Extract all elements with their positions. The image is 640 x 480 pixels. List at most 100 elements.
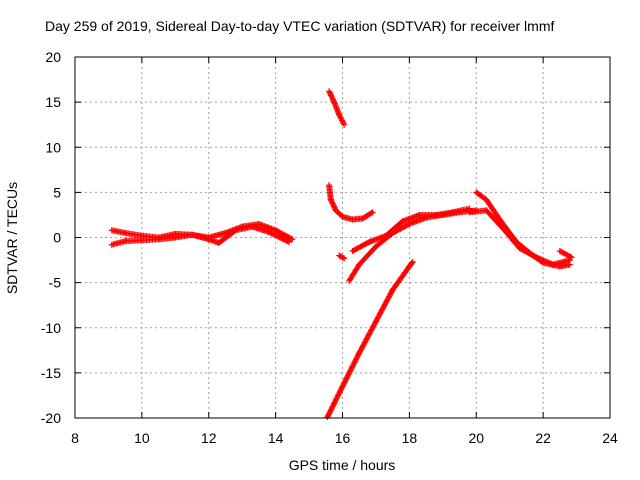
data-point — [284, 238, 291, 245]
data-point — [351, 359, 358, 366]
data-point — [327, 196, 334, 203]
data-point — [353, 355, 360, 362]
data-point — [380, 303, 387, 310]
data-point — [547, 260, 554, 267]
data-point — [367, 328, 374, 335]
data-point — [384, 297, 391, 304]
data-point — [368, 327, 375, 334]
data-point — [339, 254, 346, 261]
data-point — [409, 258, 416, 265]
data-point — [327, 407, 334, 414]
data-point — [348, 366, 355, 373]
series-track-7 — [349, 205, 473, 255]
chart-title: Day 259 of 2019, Sidereal Day-to-day VTE… — [45, 18, 554, 34]
x-tick-label: 10 — [134, 430, 150, 446]
y-tick-label: 20 — [45, 49, 61, 65]
data-point — [545, 259, 552, 266]
data-point — [405, 221, 412, 228]
data-point — [281, 237, 288, 244]
data-point — [344, 372, 351, 379]
data-point — [363, 335, 370, 342]
data-point — [364, 334, 371, 341]
data-point — [365, 332, 372, 339]
y-tick-label: -20 — [41, 410, 61, 426]
data-point — [279, 235, 286, 242]
data-point — [334, 392, 341, 399]
data-point — [329, 200, 336, 207]
x-tick-label: 20 — [468, 430, 484, 446]
data-point — [372, 318, 379, 325]
data-point — [543, 258, 550, 265]
x-tick-labels: 8 10 12 14 16 18 20 22 24 — [71, 430, 618, 446]
data-point — [330, 203, 337, 210]
data-point — [534, 254, 541, 261]
data-point — [363, 336, 370, 343]
data-point — [379, 306, 386, 313]
data-point — [375, 314, 382, 321]
y-tick-label: -10 — [41, 320, 61, 336]
data-point — [273, 233, 280, 240]
data-point — [384, 296, 391, 303]
series-track-10 — [466, 207, 573, 268]
data-point — [326, 410, 333, 417]
data-point — [340, 382, 347, 389]
data-point — [347, 367, 354, 374]
data-point — [327, 91, 334, 98]
data-point — [541, 257, 548, 264]
data-point — [343, 375, 350, 382]
data-point — [340, 380, 347, 387]
data-point — [339, 383, 346, 390]
data-point — [378, 307, 385, 314]
data-point — [379, 305, 386, 312]
data-point — [335, 391, 342, 398]
data-point — [280, 236, 287, 243]
data-point — [327, 408, 334, 415]
data-point — [338, 386, 345, 393]
data-point — [365, 331, 372, 338]
y-tick-label: 15 — [45, 94, 61, 110]
y-tick-label: -15 — [41, 365, 61, 381]
data-point — [330, 202, 337, 209]
data-point — [361, 340, 368, 347]
series-track-11 — [556, 248, 575, 261]
data-point — [388, 289, 395, 296]
data-point — [360, 342, 367, 349]
series-track-5 — [336, 252, 348, 262]
axis-ticks — [74, 56, 611, 419]
data-point — [364, 239, 371, 246]
data-point — [328, 406, 335, 413]
data-point — [385, 294, 392, 301]
data-point — [328, 93, 335, 100]
data-point — [289, 236, 296, 243]
data-point — [350, 362, 357, 369]
data-point — [532, 253, 539, 260]
data-point — [370, 322, 377, 329]
data-point — [268, 230, 275, 237]
data-point — [348, 364, 355, 371]
data-point — [376, 311, 383, 318]
x-tick-label: 24 — [602, 430, 618, 446]
data-point — [331, 204, 338, 211]
data-point — [386, 293, 393, 300]
data-point — [375, 313, 382, 320]
data-point — [346, 368, 353, 375]
data-point — [341, 121, 348, 128]
data-point — [336, 390, 343, 397]
data-point — [544, 259, 551, 266]
series-track-9 — [473, 189, 573, 270]
data-point — [368, 326, 375, 333]
data-point — [275, 233, 282, 240]
data-point — [330, 97, 337, 104]
y-tick-label: 10 — [45, 139, 61, 155]
data-point — [341, 379, 348, 386]
y-tick-label: -5 — [49, 275, 62, 291]
data-point — [330, 402, 337, 409]
data-point — [286, 239, 292, 246]
y-tick-label: 5 — [53, 184, 61, 200]
data-point — [381, 302, 388, 309]
data-point — [328, 92, 335, 99]
x-tick-label: 8 — [71, 430, 79, 446]
data-point — [357, 347, 364, 354]
data-point — [366, 330, 373, 337]
data-point — [352, 356, 359, 363]
